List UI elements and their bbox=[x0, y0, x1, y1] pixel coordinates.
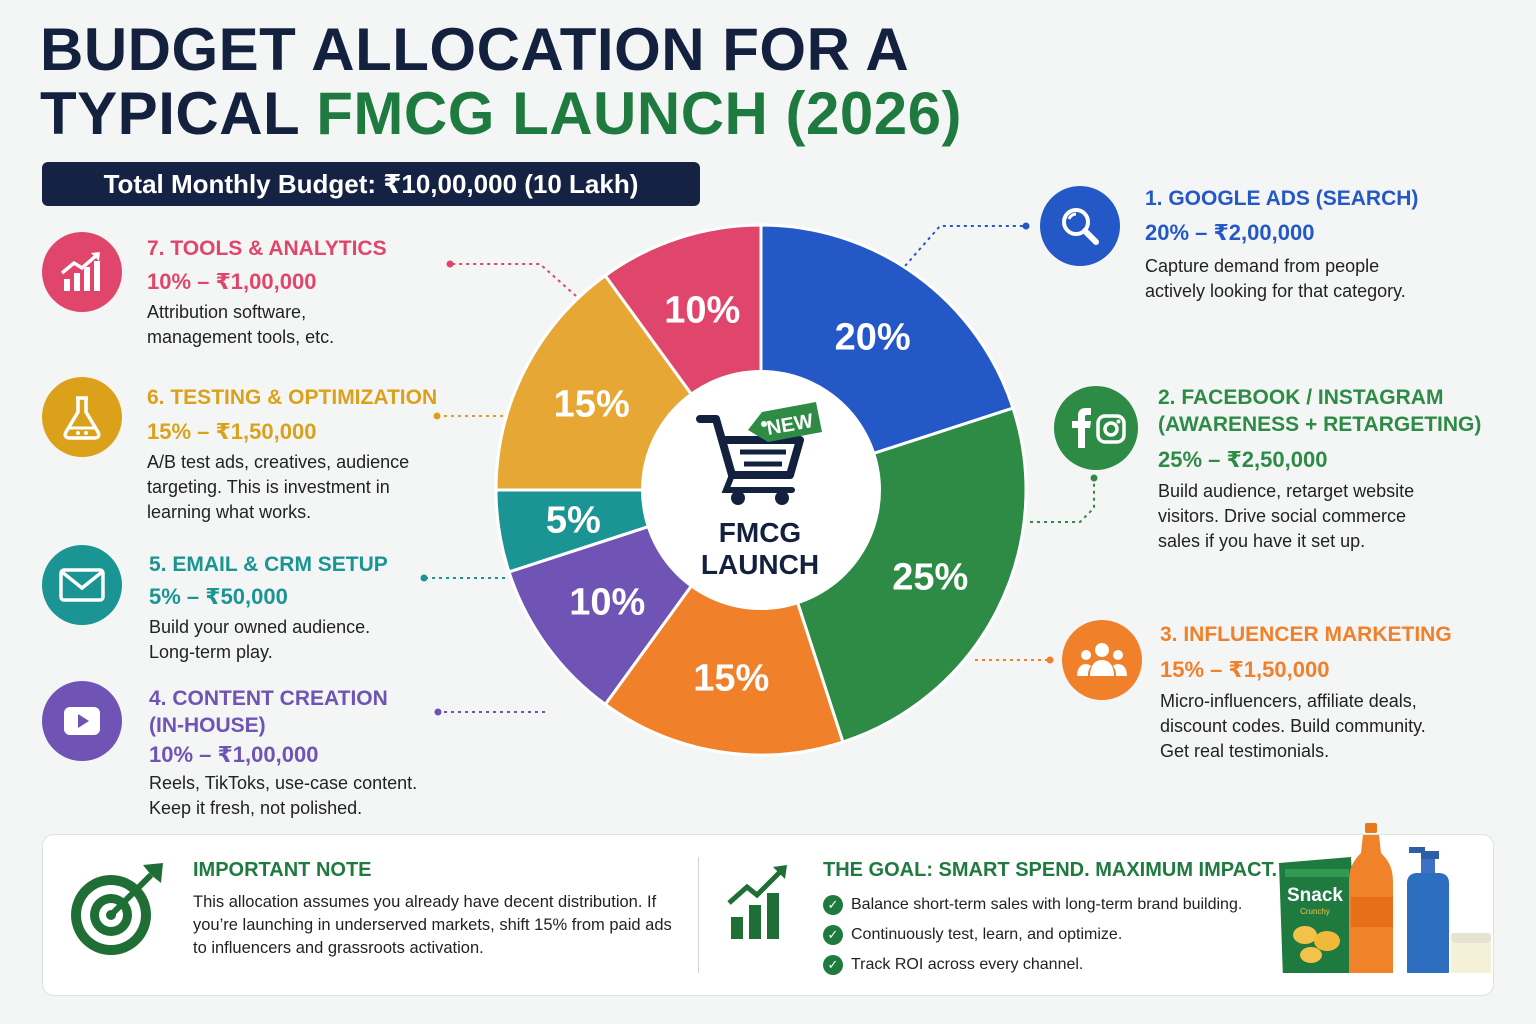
people-icon bbox=[1077, 643, 1127, 676]
testing-description: A/B test ads, creatives, audience target… bbox=[147, 452, 410, 522]
page-title: BUDGET ALLOCATION FOR A TYPICAL FMCG LAU… bbox=[40, 18, 962, 146]
connector-dot-influencer bbox=[1046, 656, 1054, 664]
goal-item: ✓ Track ROI across every channel. bbox=[823, 955, 1083, 975]
connector-lines bbox=[420, 222, 1098, 716]
check-icon: ✓ bbox=[823, 955, 843, 975]
influencer-title: 3. INFLUENCER MARKETING bbox=[1160, 623, 1452, 646]
snack-label: Snack bbox=[1287, 885, 1343, 906]
influencer-description: Micro-influencers, affiliate deals, disc… bbox=[1160, 691, 1426, 761]
google-ads-amount: 20% – ₹2,00,000 bbox=[1145, 220, 1315, 245]
total-budget-banner: Total Monthly Budget: ₹10,00,000 (10 Lak… bbox=[42, 162, 700, 206]
content-icon-circle bbox=[42, 681, 122, 761]
connector-google bbox=[904, 225, 1026, 267]
new-tag-icon bbox=[748, 402, 822, 442]
google-ads-title: 1. GOOGLE ADS (SEARCH) bbox=[1145, 187, 1419, 210]
content-amount: 10% – ₹1,00,000 bbox=[149, 742, 319, 767]
tools-title: 7. TOOLS & ANALYTICS bbox=[147, 237, 387, 260]
growth-chart-icon bbox=[727, 865, 787, 939]
pie-slice-label-4: 10% bbox=[569, 582, 645, 624]
testing-amount: 15% – ₹1,50,000 bbox=[147, 419, 317, 444]
envelope-icon bbox=[59, 568, 105, 602]
facebook-instagram-amount: 25% – ₹2,50,000 bbox=[1158, 447, 1328, 472]
connector-dot-content bbox=[434, 708, 442, 716]
content-title: 4. CONTENT CREATION (IN-HOUSE) bbox=[149, 687, 388, 737]
pie-slice-label-5: 5% bbox=[546, 500, 601, 542]
connector-dot-testing bbox=[433, 412, 441, 420]
testing-title: 6. TESTING & OPTIMIZATION bbox=[147, 386, 438, 409]
email-title: 5. EMAIL & CRM SETUP bbox=[149, 553, 388, 576]
title-line-1: BUDGET ALLOCATION FOR A bbox=[40, 16, 910, 83]
flask-icon bbox=[63, 396, 101, 440]
check-icon: ✓ bbox=[823, 895, 843, 915]
search-icon bbox=[1062, 208, 1099, 245]
target-icon bbox=[71, 863, 163, 955]
connector-dot-email bbox=[420, 574, 428, 582]
video-play-icon bbox=[64, 707, 100, 735]
bottom-divider bbox=[698, 857, 699, 973]
tools-description: Attribution software, management tools, … bbox=[147, 302, 335, 347]
snack-sublabel: Crunchy bbox=[1300, 907, 1330, 916]
shopping-cart-icon bbox=[696, 415, 804, 505]
goal-title: THE GOAL: SMART SPEND. MAXIMUM IMPACT. bbox=[823, 859, 1278, 881]
title-line-2-prefix: TYPICAL bbox=[40, 80, 317, 147]
title-line-2-highlight: FMCG LAUNCH (2026) bbox=[316, 80, 962, 147]
connector-dot-google bbox=[1022, 222, 1030, 230]
influencer-amount: 15% – ₹1,50,000 bbox=[1160, 657, 1330, 682]
testing-icon-circle bbox=[42, 377, 122, 457]
center-label-line-2: LAUNCH bbox=[701, 549, 819, 580]
pie-slice-label-3: 15% bbox=[693, 658, 769, 700]
pie-slice-label-6: 15% bbox=[554, 384, 630, 426]
chart-growth-icon bbox=[60, 252, 100, 291]
connector-dot-tools bbox=[446, 260, 454, 268]
connector-tools bbox=[450, 263, 577, 297]
google-ads-description: Capture demand from people actively look… bbox=[1145, 256, 1406, 301]
facebook-instagram-description: Build audience, retarget website visitor… bbox=[1158, 481, 1415, 551]
important-note-text: This allocation assumes you already have… bbox=[193, 893, 672, 957]
important-note-title: IMPORTANT NOTE bbox=[193, 859, 372, 881]
facebook-instagram-icon-circle bbox=[1054, 386, 1138, 470]
connector-facebook bbox=[1030, 478, 1095, 523]
influencer-icon-circle bbox=[1062, 620, 1142, 700]
fmcg-products-illustration: Snack Crunchy bbox=[1279, 823, 1491, 973]
pie-slice-label-2: 25% bbox=[892, 556, 968, 598]
pie-slice-label-7: 10% bbox=[664, 289, 740, 331]
facebook-instagram-icon bbox=[1072, 408, 1126, 448]
check-icon: ✓ bbox=[823, 925, 843, 945]
email-description: Build your owned audience. Long-term pla… bbox=[149, 617, 371, 662]
facebook-instagram-title: 2. FACEBOOK / INSTAGRAM (AWARENESS + RET… bbox=[1158, 386, 1482, 436]
center-label-line-1: FMCG bbox=[719, 517, 801, 548]
email-icon-circle bbox=[42, 545, 122, 625]
goal-item: ✓ Continuously test, learn, and optimize. bbox=[823, 925, 1122, 945]
connector-dot-facebook bbox=[1090, 474, 1098, 482]
tools-icon-circle bbox=[42, 232, 122, 312]
content-description: Reels, TikToks, use-case content. Keep i… bbox=[149, 773, 418, 818]
google-ads-icon-circle bbox=[1040, 186, 1120, 266]
goal-item: ✓ Balance short-term sales with long-term… bbox=[823, 895, 1242, 915]
pie-slice-label-1: 20% bbox=[835, 316, 911, 358]
email-amount: 5% – ₹50,000 bbox=[149, 584, 288, 609]
tools-amount: 10% – ₹1,00,000 bbox=[147, 269, 317, 294]
bottom-panel: IMPORTANT NOTE This allocation assumes y… bbox=[42, 823, 1494, 996]
